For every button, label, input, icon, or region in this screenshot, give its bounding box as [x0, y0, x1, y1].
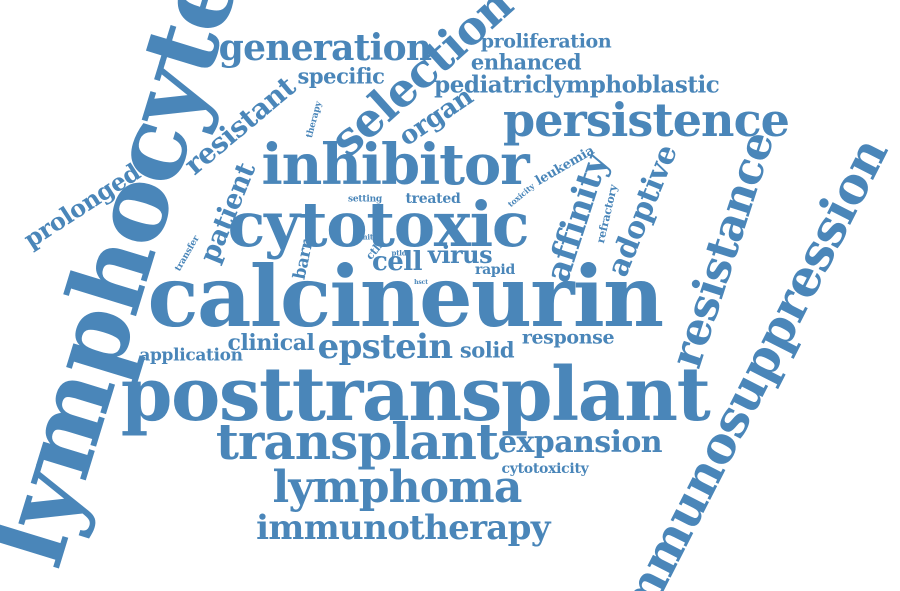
word-treated: treated	[405, 191, 461, 207]
word-cytotoxicity: cytotoxicity	[501, 461, 589, 477]
word-expansion: expansion	[498, 425, 663, 460]
word-ptld: ptld	[391, 248, 407, 258]
word-solid: solid	[459, 337, 515, 363]
word-response: response	[521, 326, 615, 349]
word-calcineurin: calcineurin	[147, 247, 665, 346]
word-proliferation: proliferation	[480, 30, 612, 53]
word-rapid: rapid	[475, 262, 515, 278]
word-clinical: clinical	[227, 330, 315, 356]
word-setting: setting	[347, 194, 383, 205]
word-persistence: persistence	[502, 93, 790, 147]
word-virus: virus	[427, 240, 493, 269]
word-immunotherapy: immunotherapy	[256, 508, 550, 548]
word-limit: limit	[355, 232, 373, 242]
word-application: application	[139, 345, 243, 366]
word-enhanced: enhanced	[470, 49, 582, 75]
word-pediatric: pediatric	[434, 71, 546, 99]
word-cell: cell	[371, 247, 423, 277]
word-transplant: transplant	[215, 412, 499, 471]
word-specific: specific	[297, 63, 385, 89]
word-generation: generation	[218, 27, 432, 69]
word-epstein: epstein	[317, 327, 453, 367]
word-hsct: hsct	[414, 279, 428, 286]
word-cytotoxic: cytotoxic	[227, 188, 530, 261]
word-inhibitor: inhibitor	[261, 132, 529, 198]
word-lymphoma: lymphoma	[272, 462, 523, 513]
word-lymphoblastic: lymphoblastic	[544, 71, 720, 99]
word-posttransplant: posttransplant	[120, 352, 711, 438]
